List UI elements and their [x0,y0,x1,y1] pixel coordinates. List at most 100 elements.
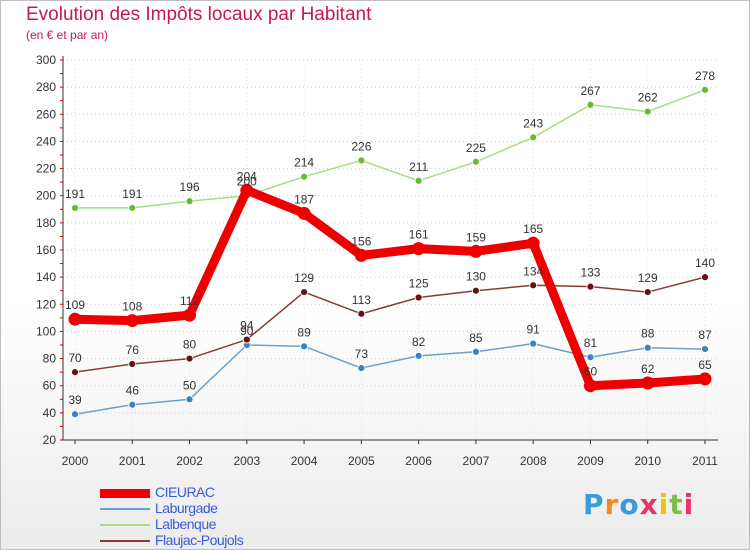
data-label: 214 [294,156,314,170]
data-point [586,353,595,362]
data-label: 165 [523,222,543,236]
data-point [414,351,423,360]
data-point [128,400,137,409]
y-tick-label: 100 [36,324,56,338]
data-point [526,236,540,250]
data-point [357,156,366,165]
data-label: 87 [698,328,712,342]
data-point [469,244,483,258]
data-label: 159 [466,230,486,244]
data-label: 76 [126,343,140,357]
y-tick-label: 120 [36,297,56,311]
x-tick-label: 2009 [577,454,604,468]
chart-title: Evolution des Impôts locaux par Habitant [26,4,372,25]
data-point [701,273,709,282]
data-label: 226 [351,139,371,153]
legend-label: Laburgade [155,500,218,516]
data-label: 91 [527,323,541,337]
data-label: 85 [469,331,483,345]
data-label: 46 [126,384,140,398]
y-tick-label: 240 [36,134,56,148]
data-point [529,339,538,348]
data-label: 60 [584,365,598,379]
legend-swatch [100,540,150,542]
series-line-flaujac-poujols [74,276,706,373]
data-point [357,309,366,318]
y-tick-label: 60 [43,379,57,393]
data-point [529,281,538,290]
data-point [71,410,79,419]
data-point [586,282,595,291]
legend-label: Lalbenque [155,516,216,532]
chart-subtitle: (en € et par an) [26,28,109,42]
data-label: 243 [523,116,543,130]
data-point [297,206,311,220]
data-label: 211 [409,160,428,174]
y-tick-label: 280 [36,80,56,94]
data-label: 134 [523,264,543,278]
data-label: 129 [294,271,314,285]
data-label: 108 [122,300,142,314]
data-point [71,204,79,212]
data-label: 156 [351,234,371,248]
x-tick-label: 2001 [119,454,146,468]
x-tick-label: 2003 [233,454,260,468]
logo-letter: r [604,488,620,521]
logo-letter: t [669,488,684,521]
data-point [643,343,652,352]
y-tick-label: 200 [36,189,56,203]
data-point [529,133,538,142]
proxiti-logo: Proxiti [583,488,694,521]
data-label: 62 [641,362,655,376]
data-label: 39 [68,393,82,407]
data-label: 73 [355,347,369,361]
data-label: 191 [122,187,142,201]
data-label: 65 [698,358,712,372]
y-tick-label: 260 [36,107,56,121]
data-label: 130 [466,270,486,284]
logo-letter: o [619,488,640,521]
y-tick-label: 80 [43,352,57,366]
data-point [472,286,480,295]
data-point [125,314,139,328]
data-point [701,345,709,353]
data-point [472,347,480,356]
data-point [300,342,308,351]
x-tick-label: 2000 [62,454,89,468]
data-point [583,379,597,393]
data-point [412,242,426,256]
data-point [240,183,254,197]
data-label: 94 [240,319,254,333]
data-label: 89 [297,325,311,339]
y-tick-label: 20 [43,433,57,447]
x-tick-label: 2005 [348,454,375,468]
x-tick-label: 2004 [291,454,318,468]
y-tick-label: 220 [36,162,56,176]
series-line-cieurac [70,185,710,391]
data-label: 196 [180,180,200,194]
legend-label: Flaujac-Poujols [155,532,244,548]
data-point [300,172,308,181]
x-tick-label: 2007 [463,454,490,468]
series-line-laburgade [74,342,706,415]
data-label: 204 [237,169,257,183]
data-point [128,204,137,212]
data-label: 125 [409,277,429,291]
data-label: 70 [68,351,82,365]
logo-letter: i [658,488,670,521]
data-label: 109 [65,298,85,312]
x-tick-label: 2011 [692,454,718,468]
y-tick-label: 140 [36,270,56,284]
x-tick-label: 2008 [520,454,547,468]
y-tick-label: 40 [43,406,57,420]
data-point [183,308,197,322]
legend-swatch [100,524,150,526]
data-point [185,395,194,404]
data-label: 225 [466,141,486,155]
data-point [71,368,79,377]
series-line-lalbenque [74,89,706,209]
data-label: 113 [352,293,371,307]
data-label: 191 [65,187,85,201]
data-point [185,197,194,206]
